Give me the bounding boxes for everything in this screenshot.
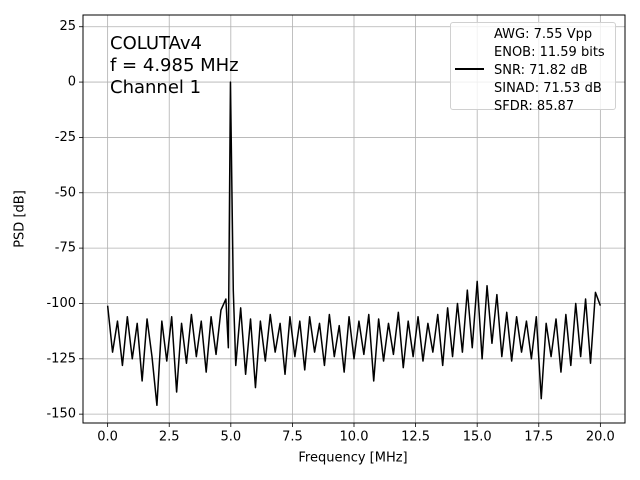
x-tick-label: 20.0 [586,430,615,445]
x-tick-label: 17.5 [524,430,553,445]
legend-label: AWG: 7.55 Vpp ENOB: 11.59 bits SNR: 71.8… [494,27,605,114]
series-line [106,81,602,407]
y-tick-label: -50 [55,185,76,200]
y-axis-label: PSD [dB] [13,190,28,248]
x-tick-label: 15.0 [463,430,492,445]
y-tick-label: -150 [46,407,76,422]
y-tick-label: 25 [59,19,76,34]
y-tick-label: -125 [46,351,76,366]
x-tick-label: 5.0 [220,430,241,445]
y-tick-label: -75 [55,241,76,256]
legend-line [455,68,484,70]
legend: AWG: 7.55 Vpp ENOB: 11.59 bits SNR: 71.8… [450,22,616,114]
x-tick-label: 0.0 [97,430,118,445]
x-tick-label: 2.5 [159,430,180,445]
x-tick-label: 12.5 [401,430,430,445]
annotation: COLUTAv4 f = 4.985 MHz Channel 1 [110,33,239,98]
y-tick-label: -25 [55,130,76,145]
y-tick-label: 0 [68,75,76,90]
y-tick-label: -100 [46,296,76,311]
x-axis-label: Frequency [MHz] [298,451,407,466]
x-tick-label: 7.5 [282,430,303,445]
x-tick-label: 10.0 [340,430,369,445]
plot-frame [82,14,626,424]
